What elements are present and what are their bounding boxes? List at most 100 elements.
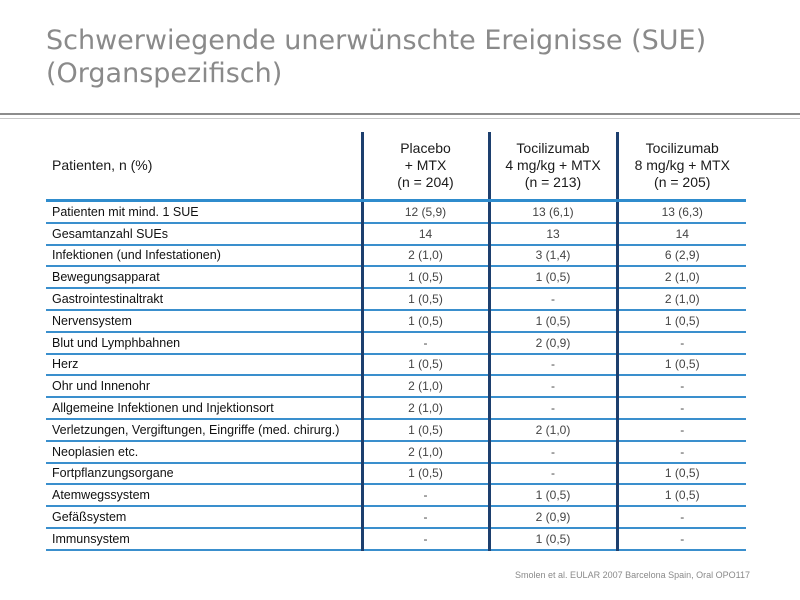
row-label: Patienten mit mind. 1 SUE bbox=[46, 200, 362, 224]
cell-placebo: 1 (0,5) bbox=[360, 288, 489, 311]
cell-placebo: 2 (1,0) bbox=[360, 244, 489, 268]
cell-tocilizumab-4mg: 13 bbox=[487, 222, 617, 246]
cell-tocilizumab-4mg: 1 (0,5) bbox=[487, 266, 617, 290]
table-row: Immunsystem - 1 (0,5) - bbox=[46, 527, 746, 551]
slide-title: Schwerwiegende unerwünschte Ereignisse (… bbox=[46, 24, 766, 90]
table-row: Gefäßsystem - 2 (0,9) - bbox=[46, 506, 746, 529]
table-row: Patienten mit mind. 1 SUE 12 (5,9) 13 (6… bbox=[46, 200, 746, 224]
cell-placebo: - bbox=[360, 506, 489, 529]
cell-placebo: 1 (0,5) bbox=[360, 266, 489, 290]
cell-tocilizumab-8mg: 6 (2,9) bbox=[615, 244, 746, 268]
cell-placebo: - bbox=[360, 331, 489, 355]
row-label: Infektionen (und Infestationen) bbox=[46, 244, 362, 268]
cell-placebo: 1 (0,5) bbox=[360, 462, 489, 486]
table-row: Herz 1 (0,5) - 1 (0,5) bbox=[46, 353, 746, 377]
cell-tocilizumab-8mg: - bbox=[615, 331, 746, 355]
cell-tocilizumab-4mg: 13 (6,1) bbox=[487, 200, 617, 224]
row-label: Blut und Lymphbahnen bbox=[46, 331, 362, 355]
cell-tocilizumab-8mg: 1 (0,5) bbox=[615, 484, 746, 508]
table-row: Bewegungsapparat 1 (0,5) 1 (0,5) 2 (1,0) bbox=[46, 266, 746, 290]
cell-tocilizumab-8mg: 2 (1,0) bbox=[615, 266, 746, 290]
cell-tocilizumab-4mg: - bbox=[487, 353, 617, 377]
row-label: Bewegungsapparat bbox=[46, 266, 362, 290]
row-label: Verletzungen, Vergiftungen, Eingriffe (m… bbox=[46, 418, 362, 442]
cell-placebo: 2 (1,0) bbox=[360, 397, 489, 420]
cell-placebo: 2 (1,0) bbox=[360, 375, 489, 399]
column-header-line: (n = 213) bbox=[524, 174, 582, 190]
cell-tocilizumab-4mg: - bbox=[487, 397, 617, 420]
cell-placebo: 14 bbox=[360, 222, 489, 246]
cell-tocilizumab-4mg: - bbox=[487, 440, 617, 464]
cell-tocilizumab-4mg: 3 (1,4) bbox=[487, 244, 617, 268]
column-header-line: 4 mg/kg + MTX bbox=[505, 157, 601, 173]
cell-tocilizumab-8mg: 1 (0,5) bbox=[615, 462, 746, 486]
column-header-tocilizumab-4mg: Tocilizumab 4 mg/kg + MTX (n = 213) bbox=[487, 132, 617, 202]
sue-table: Patienten, n (%) Placebo + MTX (n = 204)… bbox=[46, 132, 746, 551]
cell-placebo: 1 (0,5) bbox=[360, 353, 489, 377]
cell-tocilizumab-8mg: - bbox=[615, 397, 746, 420]
source-citation: Smolen et al. EULAR 2007 Barcelona Spain… bbox=[515, 570, 750, 580]
cell-tocilizumab-8mg: 14 bbox=[615, 222, 746, 246]
cell-tocilizumab-4mg: 1 (0,5) bbox=[487, 309, 617, 333]
cell-tocilizumab-4mg: 1 (0,5) bbox=[487, 527, 617, 551]
column-header-line: 8 mg/kg + MTX bbox=[634, 157, 730, 173]
cell-tocilizumab-8mg: 13 (6,3) bbox=[615, 200, 746, 224]
column-header-line: (n = 204) bbox=[397, 174, 454, 190]
row-label: Ohr und Innenohr bbox=[46, 375, 362, 399]
cell-tocilizumab-8mg: - bbox=[615, 375, 746, 399]
column-header-line: Tocilizumab bbox=[516, 140, 590, 156]
row-label: Atemwegssystem bbox=[46, 484, 362, 508]
cell-tocilizumab-4mg: - bbox=[487, 375, 617, 399]
cell-placebo: 1 (0,5) bbox=[360, 418, 489, 442]
table-header-row: Patienten, n (%) Placebo + MTX (n = 204)… bbox=[46, 132, 746, 202]
cell-tocilizumab-4mg: 2 (0,9) bbox=[487, 331, 617, 355]
row-label: Herz bbox=[46, 353, 362, 377]
cell-tocilizumab-8mg: - bbox=[615, 527, 746, 551]
row-label: Gesamtanzahl SUEs bbox=[46, 222, 362, 246]
slide-title-line-2: (Organspezifisch) bbox=[46, 58, 283, 89]
table-row: Fortpflanzungsorgane 1 (0,5) - 1 (0,5) bbox=[46, 462, 746, 486]
slide-title-line-1: Schwerwiegende unerwünschte Ereignisse (… bbox=[46, 25, 707, 56]
title-divider-thin bbox=[0, 118, 800, 119]
row-label: Gastrointestinaltrakt bbox=[46, 288, 362, 311]
cell-tocilizumab-8mg: 1 (0,5) bbox=[615, 309, 746, 333]
table-row: Infektionen (und Infestationen) 2 (1,0) … bbox=[46, 244, 746, 268]
cell-placebo: 2 (1,0) bbox=[360, 440, 489, 464]
cell-tocilizumab-8mg: - bbox=[615, 440, 746, 464]
cell-tocilizumab-8mg: 2 (1,0) bbox=[615, 288, 746, 311]
title-divider bbox=[0, 113, 800, 115]
row-label: Neoplasien etc. bbox=[46, 440, 362, 464]
cell-tocilizumab-4mg: 1 (0,5) bbox=[487, 484, 617, 508]
table-row: Neoplasien etc. 2 (1,0) - - bbox=[46, 440, 746, 464]
column-header-placebo: Placebo + MTX (n = 204) bbox=[360, 132, 489, 202]
table-row: Atemwegssystem - 1 (0,5) 1 (0,5) bbox=[46, 484, 746, 508]
column-header-line: + MTX bbox=[404, 157, 447, 173]
cell-tocilizumab-4mg: - bbox=[487, 288, 617, 311]
table-row: Blut und Lymphbahnen - 2 (0,9) - bbox=[46, 331, 746, 355]
column-header-tocilizumab-8mg: Tocilizumab 8 mg/kg + MTX (n = 205) bbox=[615, 132, 746, 202]
table-body: Patienten mit mind. 1 SUE 12 (5,9) 13 (6… bbox=[46, 200, 746, 551]
row-header-label: Patienten, n (%) bbox=[46, 132, 362, 202]
cell-placebo: 12 (5,9) bbox=[360, 200, 489, 224]
cell-placebo: - bbox=[360, 527, 489, 551]
table-row: Gastrointestinaltrakt 1 (0,5) - 2 (1,0) bbox=[46, 288, 746, 311]
column-header-line: Tocilizumab bbox=[645, 140, 719, 156]
row-label: Fortpflanzungsorgane bbox=[46, 462, 362, 486]
table-row: Nervensystem 1 (0,5) 1 (0,5) 1 (0,5) bbox=[46, 309, 746, 333]
cell-placebo: - bbox=[360, 484, 489, 508]
cell-tocilizumab-8mg: - bbox=[615, 506, 746, 529]
row-label: Allgemeine Infektionen und Injektionsort bbox=[46, 397, 362, 420]
cell-placebo: 1 (0,5) bbox=[360, 309, 489, 333]
cell-tocilizumab-4mg: 2 (1,0) bbox=[487, 418, 617, 442]
column-header-line: (n = 205) bbox=[654, 174, 711, 190]
table-row: Gesamtanzahl SUEs 14 13 14 bbox=[46, 222, 746, 246]
cell-tocilizumab-4mg: 2 (0,9) bbox=[487, 506, 617, 529]
row-label: Gefäßsystem bbox=[46, 506, 362, 529]
table-row: Ohr und Innenohr 2 (1,0) - - bbox=[46, 375, 746, 399]
table-row: Verletzungen, Vergiftungen, Eingriffe (m… bbox=[46, 418, 746, 442]
row-label: Nervensystem bbox=[46, 309, 362, 333]
cell-tocilizumab-4mg: - bbox=[487, 462, 617, 486]
column-header-line: Placebo bbox=[400, 140, 451, 156]
cell-tocilizumab-8mg: 1 (0,5) bbox=[615, 353, 746, 377]
row-label: Immunsystem bbox=[46, 527, 362, 551]
